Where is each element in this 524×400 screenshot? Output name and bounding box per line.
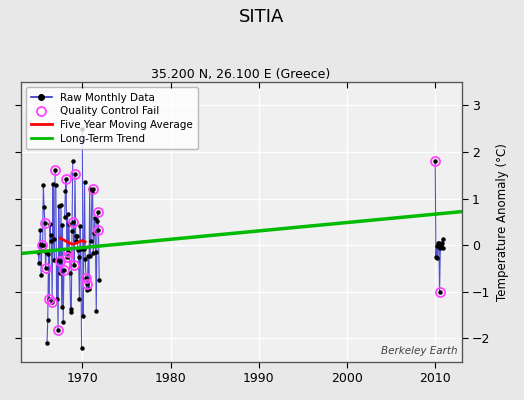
Title: 35.200 N, 26.100 E (Greece): 35.200 N, 26.100 E (Greece) <box>151 68 331 81</box>
Text: Berkeley Earth: Berkeley Earth <box>380 346 457 356</box>
Text: SITIA: SITIA <box>239 8 285 26</box>
Legend: Raw Monthly Data, Quality Control Fail, Five Year Moving Average, Long-Term Tren: Raw Monthly Data, Quality Control Fail, … <box>26 87 198 149</box>
Y-axis label: Temperature Anomaly (°C): Temperature Anomaly (°C) <box>496 143 509 301</box>
